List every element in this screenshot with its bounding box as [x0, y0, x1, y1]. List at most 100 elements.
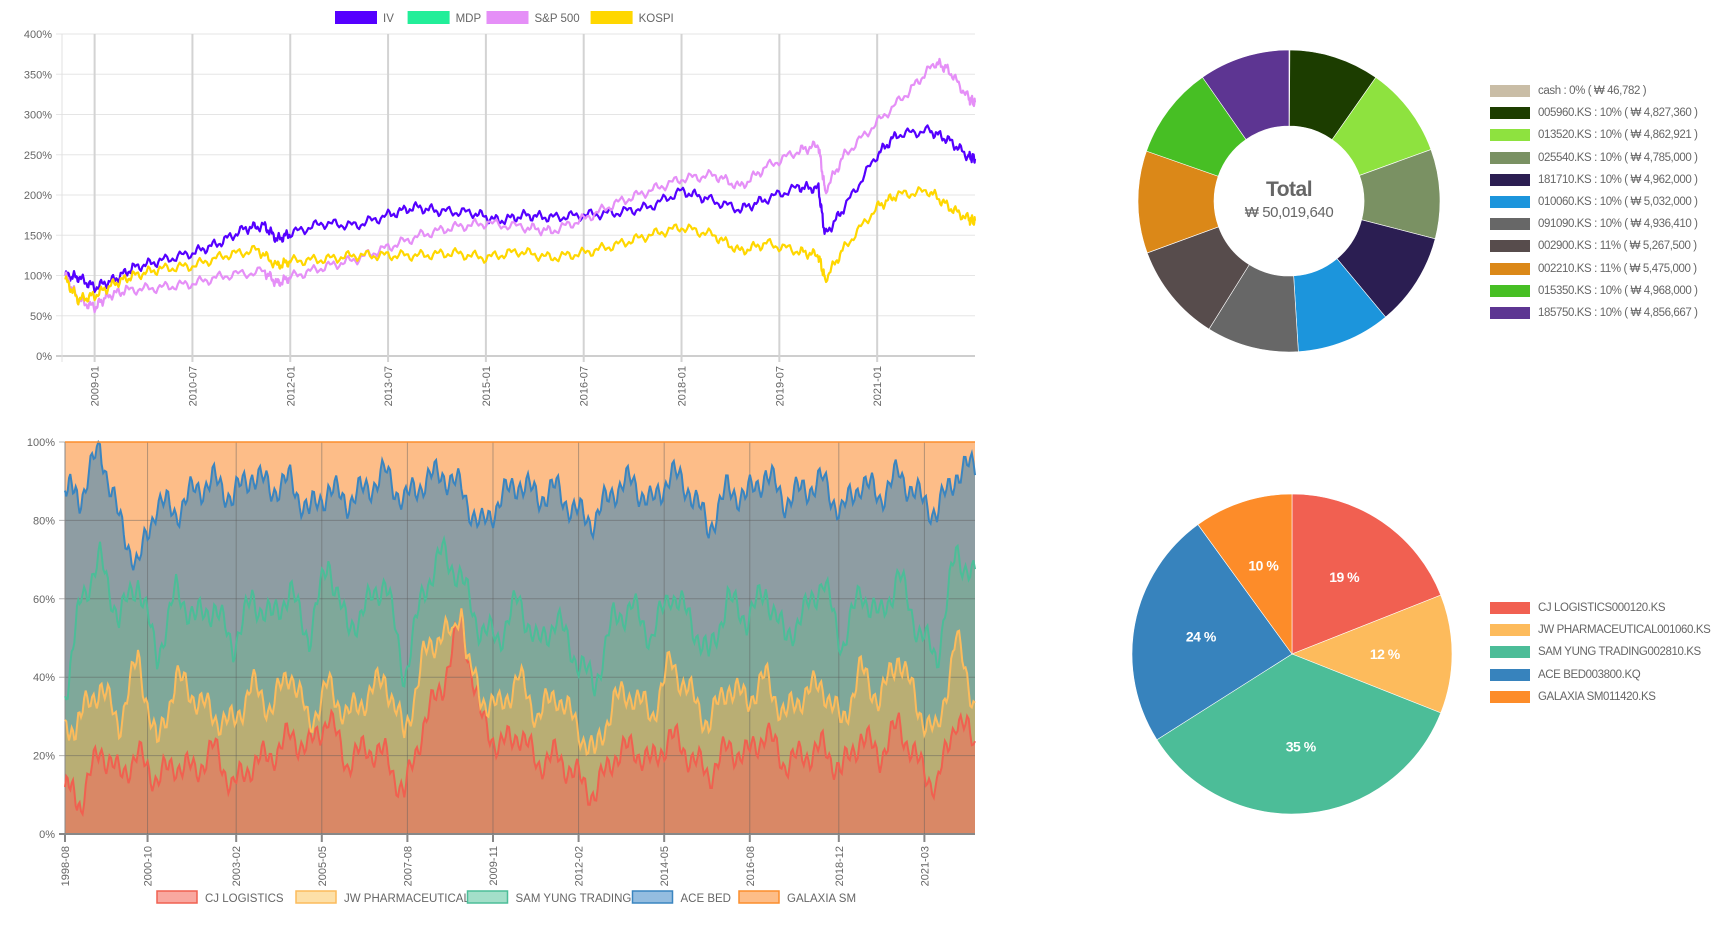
- x-tick-label: 2018-12: [834, 846, 846, 886]
- legend-item-002900-ks[interactable]: 002900.KS : 11% ( ₩ 5,267,500 ): [1490, 235, 1698, 257]
- legend-item-015350-ks[interactable]: 015350.KS : 10% ( ₩ 4,968,000 ): [1490, 280, 1698, 302]
- legend-swatch: [1490, 151, 1530, 164]
- legend-swatch-cj-logistics: [156, 890, 198, 904]
- legend-item-025540-ks[interactable]: 025540.KS : 10% ( ₩ 4,785,000 ): [1490, 147, 1698, 169]
- legend-swatch-kospi: [590, 11, 633, 24]
- legend-item-002210-ks[interactable]: 002210.KS : 11% ( ₩ 5,475,000 ): [1490, 258, 1698, 280]
- pie-value-label: 19 %: [1329, 569, 1360, 585]
- y-tick-label: 60%: [33, 594, 55, 606]
- area-fill-cj-logistics: [65, 608, 975, 834]
- legend-item-jw-pharmaceutical001060-ks[interactable]: JW PHARMACEUTICAL001060.KS: [1490, 619, 1711, 641]
- legend-swatch: [1490, 646, 1530, 659]
- area-chart-areas: [65, 442, 975, 834]
- legend-item-005960-ks[interactable]: 005960.KS : 10% ( ₩ 4,827,360 ): [1490, 102, 1698, 124]
- legend-item-010060-ks[interactable]: 010060.KS : 10% ( ₩ 5,032,000 ): [1490, 191, 1698, 213]
- legend-swatch: [1490, 129, 1530, 142]
- legend-label-jw-pharmaceutical: JW PHARMACEUTICAL: [344, 893, 470, 905]
- y-tick-label: 300%: [24, 110, 52, 122]
- x-tick-label: 2007-08: [402, 846, 414, 886]
- x-tick-label: 2010-07: [187, 366, 199, 406]
- legend-label: ACE BED003800.KQ: [1538, 668, 1641, 681]
- area-line-sam-yung-trading: [64, 534, 976, 701]
- y-tick-label: 0%: [36, 351, 52, 363]
- area-chart-legend: CJ LOGISTICS JW PHARMACEUTICAL SAM YUNG TR…: [156, 890, 856, 905]
- series-line-kospi: [64, 186, 977, 306]
- x-tick-label: 1998-08: [60, 846, 72, 886]
- area-line-cj-logistics: [64, 608, 976, 818]
- legend-label: 181710.KS : 10% ( ₩ 4,962,000 ): [1538, 173, 1698, 186]
- legend-item-181710-ks[interactable]: 181710.KS : 10% ( ₩ 4,962,000 ): [1490, 169, 1698, 191]
- legend-item-013520-ks[interactable]: 013520.KS : 10% ( ₩ 4,862,921 ): [1490, 124, 1698, 146]
- legend-item-galaxia-sm011420-ks[interactable]: GALAXIA SM011420.KS: [1490, 686, 1710, 708]
- legend-item-sam-yung-trading002810-ks[interactable]: SAM YUNG TRADING002810.KS: [1490, 641, 1710, 663]
- pie-slice-galaxia-sm011420-ks: [1197, 493, 1293, 655]
- legend-swatch-sam-yung-trading: [466, 890, 509, 904]
- legend-label: 002210.KS : 11% ( ₩ 5,475,000 ): [1538, 262, 1697, 275]
- pie-slice-ace-bed003800-kq: [1131, 524, 1293, 741]
- area-line-ace-bed: [64, 439, 976, 571]
- legend-swatch: [1490, 690, 1530, 703]
- legend-swatch-s-p-500: [486, 11, 529, 24]
- legend-swatch: [1490, 668, 1530, 681]
- y-tick-label: 200%: [24, 190, 52, 202]
- legend-swatch: [1490, 284, 1530, 297]
- legend-item-cj-logistics000120-ks[interactable]: CJ LOGISTICS000120.KS: [1490, 597, 1710, 619]
- y-tick-label: 150%: [24, 230, 52, 242]
- legend-swatch: [1490, 602, 1530, 615]
- legend-label-sam-yung-trading: SAM YUNG TRADING: [516, 893, 632, 905]
- x-tick-label: 2009-11: [488, 846, 500, 886]
- y-tick-label: 50%: [30, 311, 52, 323]
- legend-swatch-jw-pharmaceutical: [295, 890, 337, 904]
- allocation-legend: CJ LOGISTICS000120.KS JW PHARMACEUTICAL00…: [1490, 597, 1711, 708]
- y-tick-label: 400%: [24, 29, 52, 41]
- legend-label-mdp: MDP: [456, 13, 482, 25]
- legend-swatch-iv: [335, 11, 377, 24]
- donut-slice-185750-ks: [1202, 49, 1290, 140]
- legend-label-kospi: KOSPI: [639, 13, 674, 25]
- area-chart-lines: [64, 439, 976, 818]
- area-chart-x-axis: 1998-08 2000-10 2003-02 2005-05 2007-08 2009-…: [60, 834, 931, 886]
- y-tick-label: 350%: [24, 69, 52, 81]
- legend-label: JW PHARMACEUTICAL001060.KS: [1538, 624, 1711, 637]
- legend-label: 091090.KS : 10% ( ₩ 4,936,410 ): [1538, 218, 1698, 231]
- pie-value-label: 35 %: [1286, 738, 1317, 754]
- holdings-legend: cash : 0% ( ₩ 46,782 ) 005960.KS : 10% ( …: [1490, 80, 1698, 324]
- donut-total-value: ₩ 50,019,640: [1244, 204, 1334, 221]
- pie-slice-cj-logistics000120-ks: [1291, 493, 1442, 655]
- x-tick-label: 2021-03: [919, 846, 931, 886]
- legend-swatch: [1490, 262, 1530, 275]
- legend-swatch-mdp: [407, 11, 450, 24]
- legend-item-cash[interactable]: cash : 0% ( ₩ 46,782 ): [1490, 80, 1698, 102]
- legend-label-s-p-500: S&P 500: [535, 13, 580, 25]
- y-tick-label: 0%: [39, 829, 55, 841]
- donut-total-title: Total: [1265, 178, 1313, 201]
- pie-value-label: 10 %: [1248, 558, 1279, 574]
- donut-center-label: Total ₩ 50,019,640: [1209, 178, 1369, 221]
- legend-swatch: [1490, 240, 1530, 253]
- legend-item-ace-bed003800-kq[interactable]: ACE BED003800.KQ: [1490, 664, 1710, 686]
- legend-label-iv: IV: [383, 13, 394, 25]
- x-tick-label: 2009-01: [90, 366, 102, 406]
- legend-label: 010060.KS : 10% ( ₩ 5,032,000 ): [1538, 196, 1698, 209]
- legend-item-091090-ks[interactable]: 091090.KS : 10% ( ₩ 4,936,410 ): [1490, 213, 1698, 235]
- area-chart-y-axis: 0% 20% 40% 60% 80% 100%: [27, 437, 55, 841]
- performance-line-chart: 0% 50% 100% 150% 200% 250% 300% 350% 400% 2009-0…: [24, 11, 977, 406]
- allocation-pie-chart: 19 % 12 % 35 % 24 % 10 %: [1131, 493, 1453, 815]
- legend-swatch-ace-bed: [631, 890, 674, 904]
- x-tick-label: 2021-01: [872, 366, 884, 406]
- pie-value-label: 12 %: [1370, 646, 1401, 662]
- y-tick-label: 40%: [33, 672, 55, 684]
- legend-swatch: [1490, 306, 1530, 319]
- legend-swatch: [1490, 173, 1530, 186]
- line-chart-x-axis: 2009-01 2010-07 2012-01 2013-07 2015-01 2016-…: [90, 366, 885, 406]
- y-tick-label: 250%: [24, 150, 52, 162]
- legend-item-185750-ks[interactable]: 185750.KS : 10% ( ₩ 4,856,667 ): [1490, 302, 1698, 324]
- legend-label: CJ LOGISTICS000120.KS: [1538, 602, 1666, 615]
- series-line-s-p-500: [64, 57, 977, 314]
- legend-swatch: [1490, 107, 1530, 120]
- line-chart-series: [64, 57, 977, 314]
- x-tick-label: 2012-01: [285, 366, 297, 406]
- x-tick-label: 2018-01: [677, 366, 689, 406]
- x-tick-label: 2016-07: [579, 366, 591, 406]
